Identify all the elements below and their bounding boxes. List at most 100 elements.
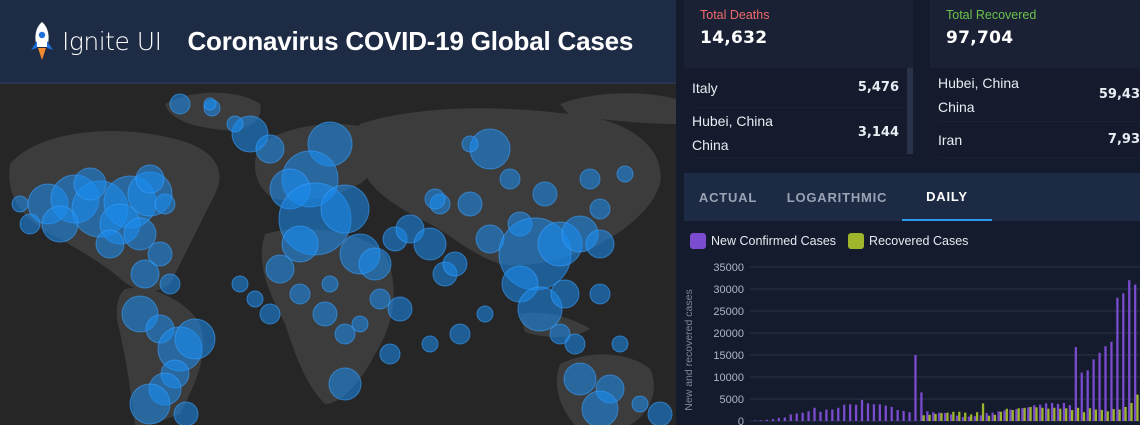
bar-confirmed[interactable] [1044,403,1048,421]
case-bubble[interactable] [11,195,29,213]
bar-confirmed[interactable] [771,419,775,421]
bar-recovered[interactable] [981,403,985,421]
bar-confirmed[interactable] [908,412,911,421]
case-bubble[interactable] [130,259,160,289]
bar-confirmed[interactable] [878,404,881,421]
bar-confirmed[interactable] [1033,405,1036,421]
case-bubble[interactable] [413,227,447,261]
bar-confirmed[interactable] [920,392,923,421]
bar-confirmed[interactable] [1080,372,1083,421]
bar-confirmed[interactable] [949,414,953,421]
case-bubble[interactable] [611,335,629,353]
bar-confirmed[interactable] [801,412,804,421]
bar-confirmed[interactable] [955,415,959,421]
bar-recovered[interactable] [1059,408,1062,421]
case-bubble[interactable] [265,254,295,284]
bar-confirmed[interactable] [849,404,852,421]
case-bubble[interactable] [461,135,479,153]
bar-confirmed[interactable] [1086,370,1089,421]
case-bubble[interactable] [173,401,199,425]
tab-logarithmic[interactable]: LOGARITHMIC [786,189,888,205]
bar-confirmed[interactable] [777,417,781,421]
bar-confirmed[interactable] [1122,293,1125,421]
legend-item-confirmed[interactable]: New Confirmed Cases [690,233,836,249]
bar-recovered[interactable] [1005,408,1008,421]
bar-confirmed[interactable] [985,413,988,421]
bar-confirmed[interactable] [825,409,828,421]
bar-confirmed[interactable] [1098,352,1101,421]
bar-recovered[interactable] [1100,410,1103,421]
case-bubble[interactable] [351,315,369,333]
bar-confirmed[interactable] [1092,359,1095,421]
legend-item-recovered[interactable]: Recovered Cases [848,233,968,249]
bar-confirmed[interactable] [789,414,792,421]
case-bubble[interactable] [442,251,468,277]
case-bubble[interactable] [449,323,471,345]
bar-confirmed[interactable] [866,403,870,421]
case-bubble[interactable] [532,181,558,207]
bar-recovered[interactable] [1124,406,1127,421]
case-bubble[interactable] [387,296,413,322]
bar-recovered[interactable] [1106,411,1109,421]
list-item[interactable]: Italy 5,476 [692,68,913,108]
bar-recovered[interactable] [1118,409,1121,421]
bar-confirmed[interactable] [1050,402,1054,421]
bar-confirmed[interactable] [765,419,769,421]
case-bubble[interactable] [289,283,311,305]
case-bubble[interactable] [147,241,173,267]
bar-confirmed[interactable] [1003,410,1006,421]
case-bubble[interactable] [499,168,521,190]
bar-confirmed[interactable] [1021,408,1024,421]
bar-recovered[interactable] [964,412,967,421]
bar-confirmed[interactable] [1027,407,1030,421]
case-bubble[interactable] [421,335,439,353]
map-canvas[interactable] [0,84,676,425]
bar-confirmed[interactable] [884,405,887,421]
bar-confirmed[interactable] [813,407,816,421]
case-bubble[interactable] [19,213,41,235]
bar-recovered[interactable] [987,415,991,421]
world-map[interactable] [0,84,676,425]
recovered-list[interactable]: Hubei, China China 59,43 Iran 7,93 [930,68,1140,158]
bar-confirmed[interactable] [1015,409,1018,421]
case-bubble[interactable] [255,134,285,164]
bar-recovered[interactable] [934,413,937,421]
tab-daily[interactable]: DAILY [902,173,992,221]
bar-confirmed[interactable] [890,406,893,421]
bar-recovered[interactable] [1082,412,1086,421]
case-bubble[interactable] [358,247,392,281]
case-bubble[interactable] [334,323,356,345]
bar-recovered[interactable] [970,414,973,421]
case-bubble[interactable] [281,225,319,263]
case-bubble[interactable] [226,115,244,133]
case-bubble[interactable] [550,279,580,309]
case-bubble[interactable] [647,401,673,425]
case-bubble[interactable] [159,273,181,295]
bar-confirmed[interactable] [902,410,905,421]
bar-recovered[interactable] [1047,408,1050,421]
case-bubble[interactable] [123,217,157,251]
bar-recovered[interactable] [999,411,1002,421]
bar-recovered[interactable] [922,415,925,421]
bar-confirmed[interactable] [1110,341,1113,421]
case-bubble[interactable] [369,288,391,310]
bar-confirmed[interactable] [1068,405,1071,421]
bar-confirmed[interactable] [926,411,929,421]
list-item[interactable]: Hubei, China China 3,144 [692,108,913,158]
bar-confirmed[interactable] [938,412,941,421]
bar-recovered[interactable] [1053,407,1056,421]
deaths-list[interactable]: Italy 5,476 Hubei, China China 3,144 [684,68,913,158]
bar-confirmed[interactable] [843,404,846,421]
case-bubble[interactable] [476,305,494,323]
bar-recovered[interactable] [1136,394,1139,421]
bar-confirmed[interactable] [979,415,982,421]
bar-confirmed[interactable] [973,416,976,421]
case-bubble[interactable] [517,286,563,332]
case-bubble[interactable] [320,184,370,234]
case-bubble[interactable] [169,93,191,115]
bar-recovered[interactable] [1065,408,1068,421]
bar-recovered[interactable] [975,412,979,421]
bar-recovered[interactable] [1112,409,1115,421]
bar-recovered[interactable] [1029,406,1032,421]
case-bubble[interactable] [564,333,586,355]
